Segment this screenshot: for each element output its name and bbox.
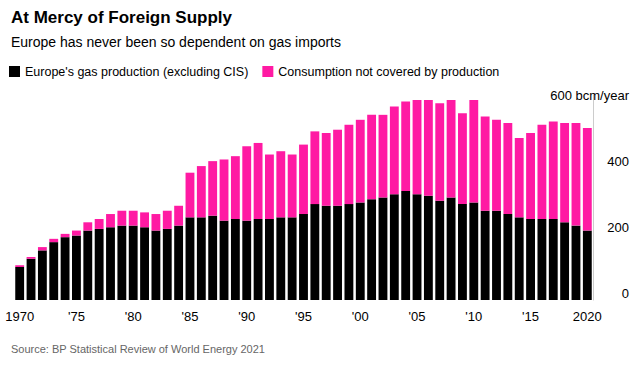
svg-text:'95: '95: [295, 309, 312, 324]
svg-text:'15: '15: [522, 309, 539, 324]
svg-text:'10: '10: [465, 309, 482, 324]
svg-text:'75: '75: [68, 309, 85, 324]
svg-text:1970: 1970: [5, 309, 34, 324]
svg-text:600 bcm/year: 600 bcm/year: [550, 88, 629, 103]
svg-text:'85: '85: [181, 309, 198, 324]
svg-text:'80: '80: [125, 309, 142, 324]
svg-text:Source: BP Statistical Review: Source: BP Statistical Review of World E…: [11, 343, 265, 355]
svg-text:0: 0: [622, 286, 629, 301]
svg-text:Consumption not covered by pro: Consumption not covered by production: [278, 65, 499, 79]
svg-text:Europe has never been so depen: Europe has never been so dependent on ga…: [11, 34, 341, 50]
svg-text:200: 200: [607, 220, 629, 235]
svg-text:At Mercy of Foreign Supply: At Mercy of Foreign Supply: [11, 8, 233, 27]
svg-text:Europe's gas production (exclu: Europe's gas production (excluding CIS): [25, 65, 248, 79]
svg-text:400: 400: [607, 154, 629, 169]
svg-text:'05: '05: [409, 309, 426, 324]
svg-text:'00: '00: [352, 309, 369, 324]
svg-text:2020: 2020: [573, 309, 602, 324]
svg-text:'90: '90: [238, 309, 255, 324]
